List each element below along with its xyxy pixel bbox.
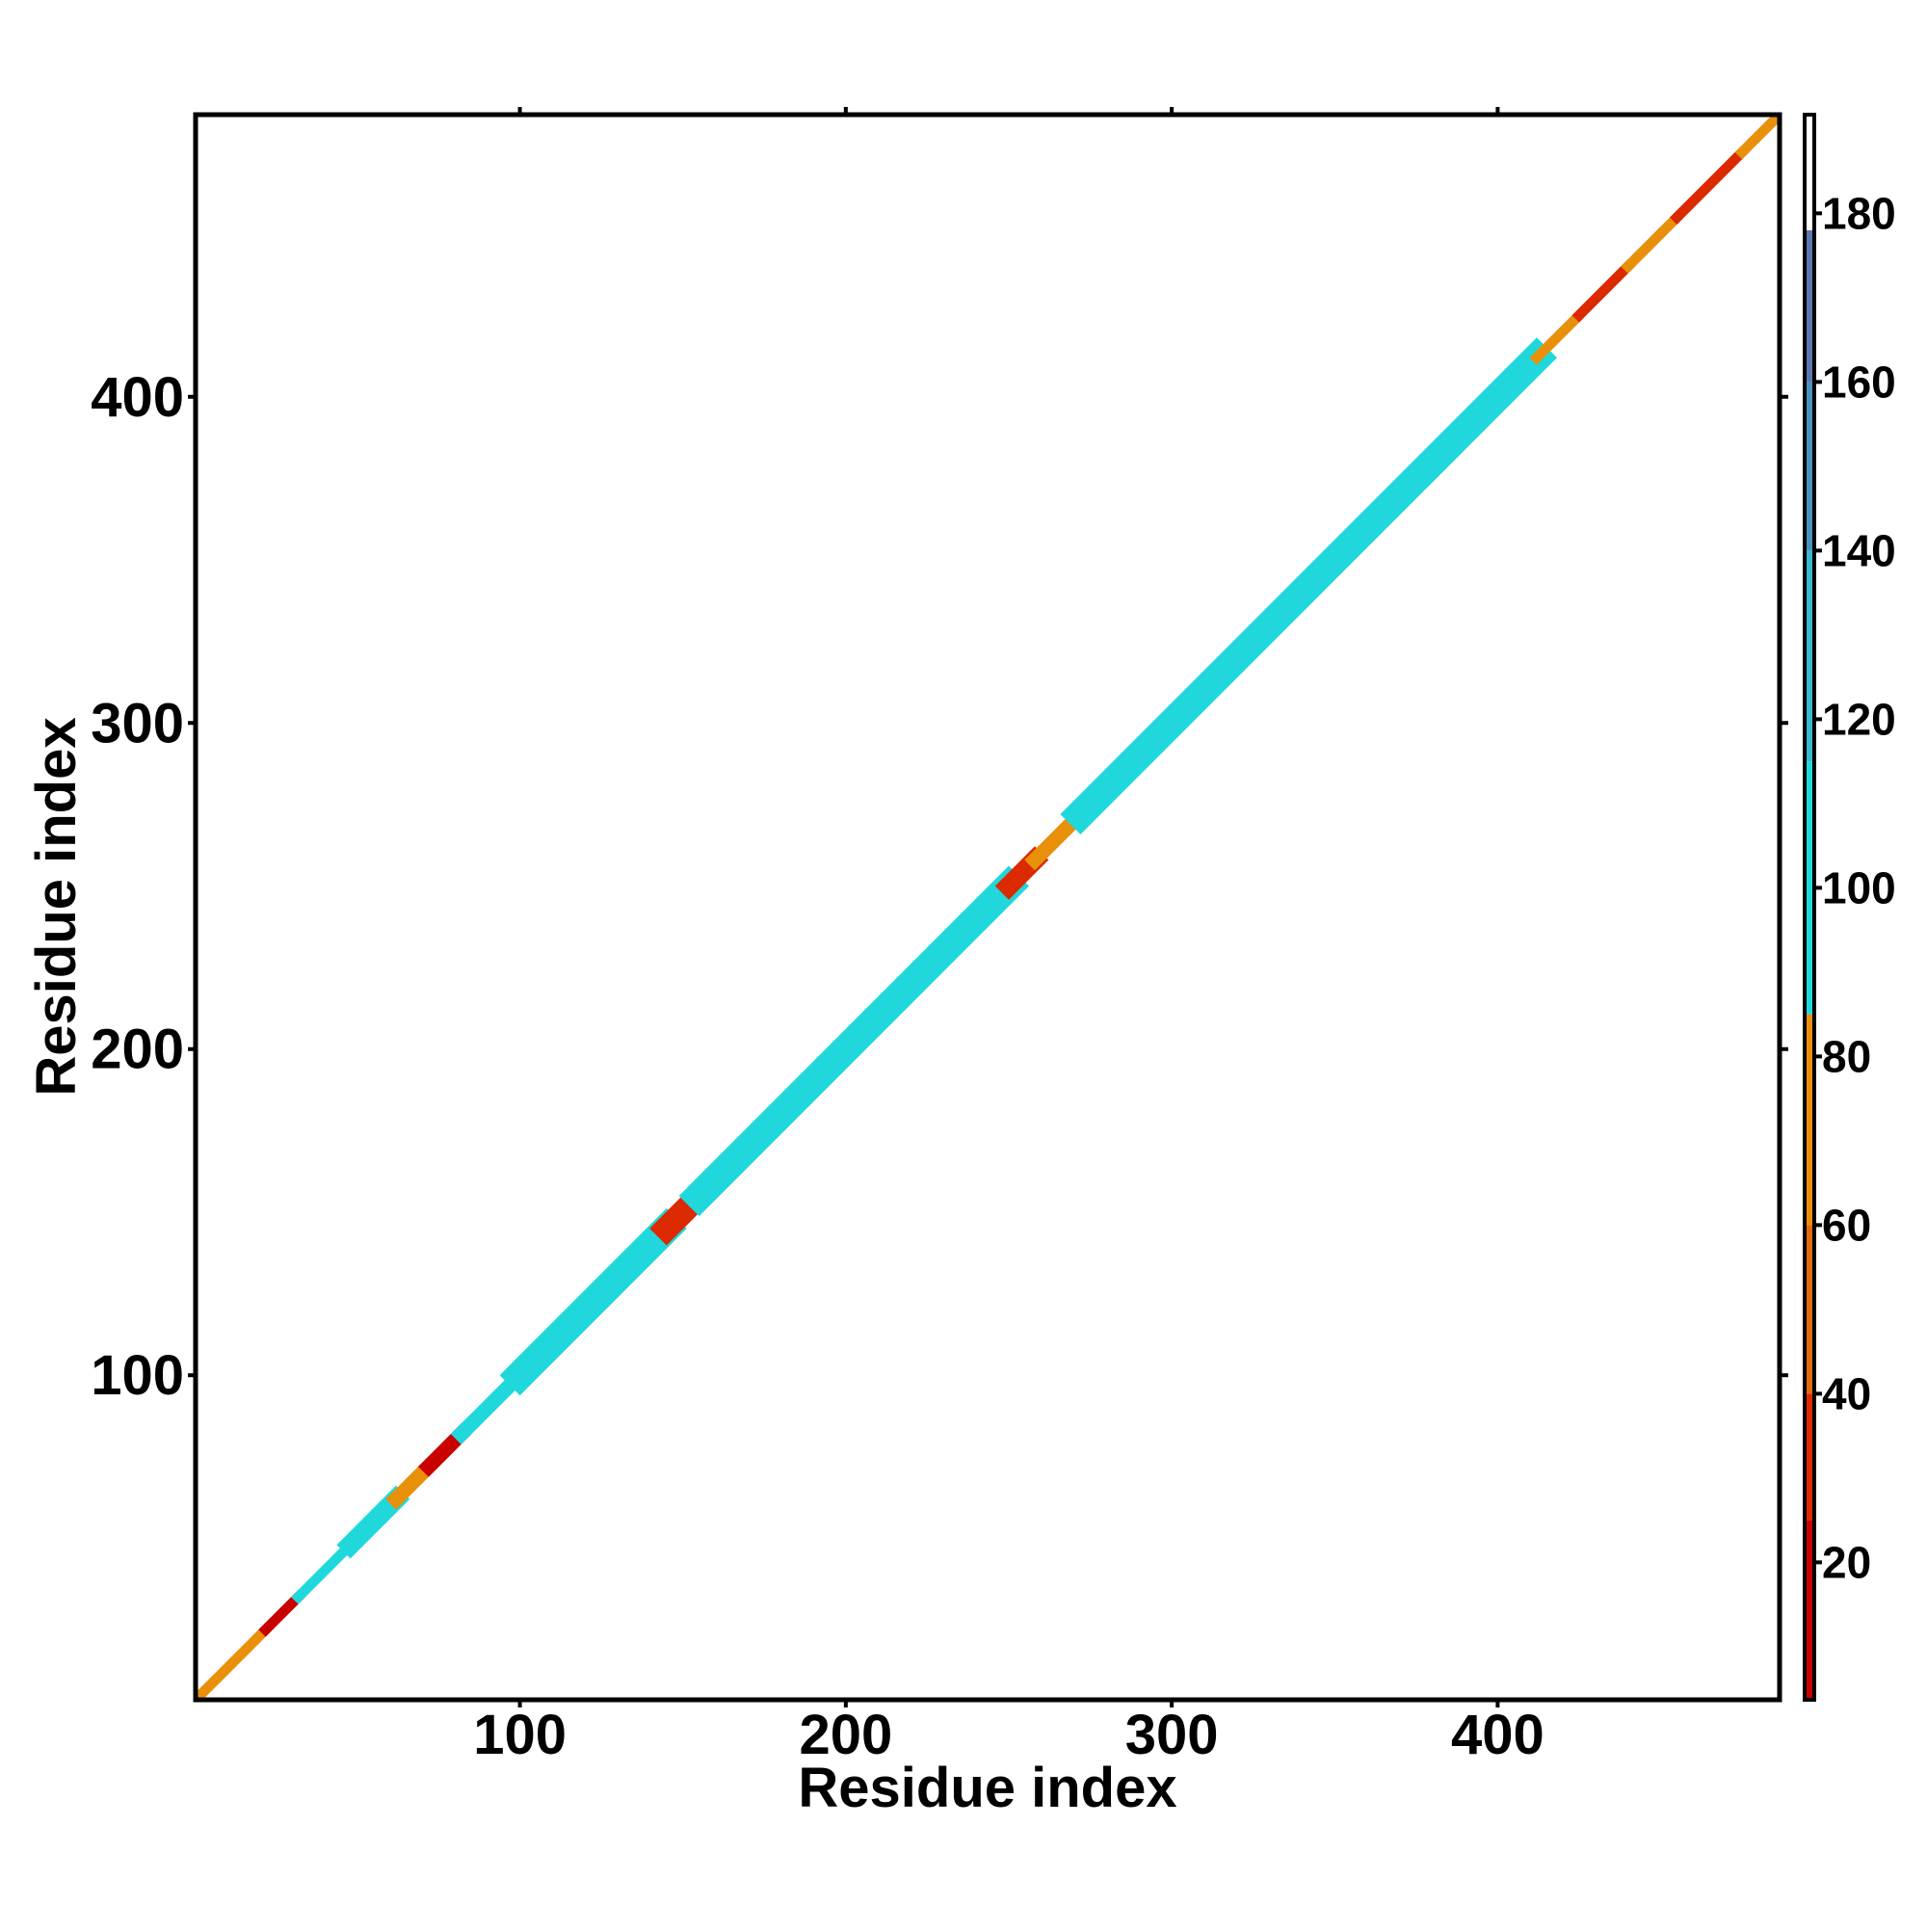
diagonal-cell-band — [1669, 145, 1750, 225]
colorbar-segment — [1805, 1393, 1814, 1521]
colorbar-frame — [1803, 113, 1816, 1702]
diagonal-cell-band — [678, 865, 1030, 1217]
y-tick-label: 100 — [91, 1344, 184, 1407]
colorbar-segment — [1805, 1520, 1814, 1700]
colorbar-tick-label: 40 — [1822, 1368, 1871, 1418]
colorbar-segment — [1805, 761, 1814, 1015]
colorbar-tick-label: 160 — [1822, 357, 1896, 407]
colorbar-segment — [1805, 550, 1814, 762]
colorbar-segment — [1805, 1225, 1814, 1394]
y-tick-label: 200 — [91, 1019, 184, 1081]
colorbar-tick-label: 140 — [1822, 525, 1896, 575]
y-axis-title: Residue index — [25, 717, 88, 1096]
x-axis-title: Residue index — [798, 1757, 1176, 1819]
x-tick-label: 200 — [799, 1704, 892, 1766]
diagonal-cell-band — [196, 1622, 274, 1700]
diagonal-cell-band — [499, 1207, 687, 1396]
y-tick-label: 400 — [91, 366, 184, 429]
colorbar-tick-label: 100 — [1822, 862, 1896, 913]
diagonal-cell-band — [1060, 337, 1558, 835]
y-tick-label: 300 — [91, 692, 184, 754]
colorbar-segment — [1805, 382, 1814, 551]
x-tick-label: 300 — [1125, 1704, 1219, 1766]
colorbar-segment — [1805, 115, 1814, 230]
colorbar-tick-label: 80 — [1822, 1031, 1871, 1081]
colorbar-segment — [1805, 229, 1814, 383]
colorbar-tick-label: 20 — [1822, 1537, 1871, 1587]
colorbar-tick-label: 60 — [1822, 1200, 1871, 1250]
colorbar-tick-label: 180 — [1822, 188, 1896, 238]
colorbar-tick-label: 120 — [1822, 694, 1896, 744]
plot-frame — [193, 112, 1782, 1703]
x-tick-label: 100 — [473, 1704, 567, 1766]
colorbar-segment — [1805, 1014, 1814, 1226]
x-tick-label: 400 — [1451, 1704, 1544, 1766]
heatmap-area — [196, 115, 1780, 1700]
diagonal-cell-band — [1734, 115, 1780, 160]
